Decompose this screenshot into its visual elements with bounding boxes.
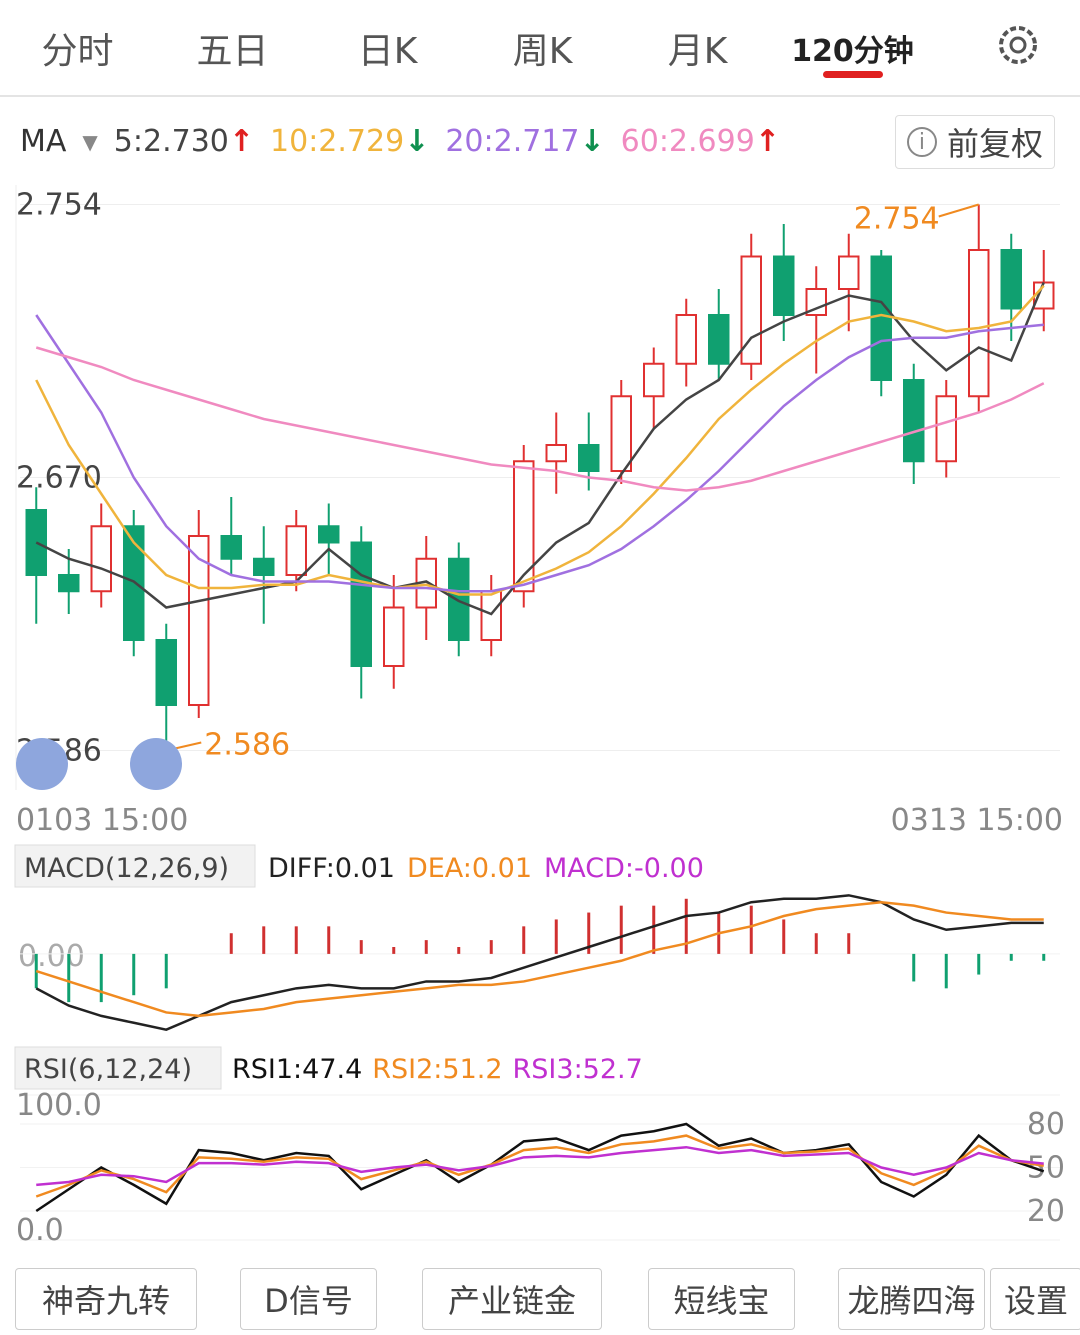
tool-button[interactable]: 龙腾四海 <box>838 1268 985 1330</box>
x-label: 0313 15:00 <box>891 803 1063 838</box>
y-tick-label: 2.754 <box>16 188 102 223</box>
tool-button[interactable]: 设置 <box>990 1268 1080 1330</box>
y-tick-label: 20 <box>1027 1194 1065 1229</box>
candle-body <box>805 288 827 316</box>
ma-value: 10:2.729 <box>270 124 405 159</box>
legend-item: DIFF:0.01 <box>268 853 395 884</box>
tab[interactable]: 月K <box>667 30 728 72</box>
y-tick-label: 100.0 <box>16 1088 102 1123</box>
indicator-select[interactable] <box>14 1046 222 1090</box>
candle-body <box>838 255 860 290</box>
y-tick-label: 2.670 <box>16 461 102 496</box>
candle-body <box>935 395 957 463</box>
candle-body <box>90 525 112 593</box>
candle-body <box>448 557 470 641</box>
candle-body <box>545 444 567 463</box>
candle-body <box>318 525 340 544</box>
tool-button[interactable]: 产业链金 <box>422 1268 602 1330</box>
candle-body <box>903 379 925 463</box>
line <box>35 1122 1045 1213</box>
ma-value: 5:2.730 <box>113 124 229 159</box>
ma-value: 60:2.699 <box>620 124 755 159</box>
restore-label: 前复权 <box>946 125 1043 163</box>
ma-label[interactable]: MA <box>20 124 67 159</box>
line <box>35 284 1045 596</box>
tab[interactable]: 五日 <box>196 30 269 72</box>
rsi-label: RSI(6,12,24) <box>24 1054 192 1085</box>
high-pointer <box>938 203 980 218</box>
line <box>35 900 1044 1018</box>
ma-item: 20:2.717↓ <box>445 124 604 159</box>
settings-icon[interactable] <box>995 22 1041 68</box>
y-tick-label: 0.00 <box>18 939 85 974</box>
y-tick-label: 0.0 <box>16 1213 64 1248</box>
candle-body <box>675 314 697 365</box>
candle-body <box>253 557 275 576</box>
x-label: 0103 15:00 <box>16 803 188 838</box>
tool-button[interactable]: 神奇九转 <box>15 1268 197 1330</box>
dropdown-arrow: ▼ <box>82 129 98 154</box>
legend-item: DEA:0.01 <box>407 853 532 884</box>
ma-item: 5:2.730↑ <box>114 124 254 159</box>
tool-button[interactable]: D信号 <box>240 1268 377 1330</box>
tab[interactable]: 周K <box>512 30 573 72</box>
ma-value: 20:2.717 <box>445 124 580 159</box>
candle-body <box>643 362 665 398</box>
restore-button[interactable]: i 前复权 <box>895 115 1055 169</box>
candle-body <box>188 535 210 706</box>
line <box>35 346 1045 492</box>
candle-body <box>740 255 762 365</box>
ma-item: 10:2.729↓ <box>270 124 429 159</box>
indicator-select[interactable] <box>14 844 256 888</box>
candle-body <box>220 535 242 560</box>
candle-body <box>610 395 632 472</box>
candle-body <box>285 525 307 576</box>
reset-button[interactable] <box>130 738 182 790</box>
ma-arrow: ↓ <box>579 124 605 159</box>
candle-body <box>58 574 80 593</box>
candle-body <box>350 541 372 667</box>
ma-arrow: ↑ <box>228 124 255 159</box>
tool-button[interactable]: 短线宝 <box>648 1268 795 1330</box>
candle-body <box>383 606 405 667</box>
candle-body <box>155 639 177 706</box>
line <box>36 1145 1044 1187</box>
macd-label: MACD(12,26,9) <box>24 853 229 884</box>
line <box>35 894 1044 1031</box>
candle-body <box>1000 249 1022 310</box>
button-bar: 神奇九转 D信号 产业链金 短线宝 龙腾四海 设置 <box>15 1268 1080 1332</box>
candle-body <box>513 460 535 593</box>
ma-legend: MA ▼ 5:2.730↑ 10:2.729↓ 20:2.717↓ 60:2.699↑ <box>20 124 780 159</box>
high-label: 2.754 <box>854 202 940 237</box>
candle-body <box>870 255 892 381</box>
legend-item: RSI1:47.4 <box>232 1054 362 1085</box>
info-icon: i <box>906 127 937 157</box>
candle-body <box>708 314 730 365</box>
ma-item: 60:2.699↑ <box>621 124 780 159</box>
tab[interactable]: 分时 <box>41 30 114 72</box>
legend-item: MACD:-0.00 <box>544 853 704 884</box>
ma-arrow: ↑ <box>754 124 780 159</box>
ma-arrow: ↓ <box>404 124 430 159</box>
tab[interactable]: 120分钟 <box>775 26 930 78</box>
candle-body <box>123 525 145 641</box>
candle-body <box>578 444 600 472</box>
y-tick-label: 80 <box>1027 1107 1065 1142</box>
line <box>35 282 1045 616</box>
tab[interactable]: 日K <box>357 30 418 72</box>
legend-item: RSI2:51.2 <box>372 1054 502 1085</box>
expand-button[interactable] <box>16 738 68 790</box>
low-label: 2.586 <box>204 728 290 763</box>
line <box>35 314 1044 593</box>
tab-bar: 分时 五日 日K 周K 月K 120分钟 <box>0 0 1080 97</box>
candle-body <box>773 255 795 316</box>
legend-item: RSI3:52.7 <box>513 1054 643 1085</box>
line <box>35 1134 1044 1198</box>
candle-body <box>968 249 990 398</box>
candle-body <box>480 590 502 641</box>
